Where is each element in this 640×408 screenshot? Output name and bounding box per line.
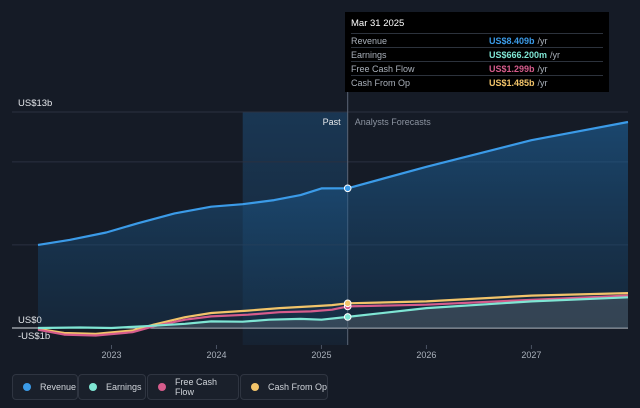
- x-tick-label: 2026: [416, 350, 436, 360]
- tooltip-label: Revenue: [351, 35, 388, 46]
- tooltip-row-free-cash-flow: Free Cash Flow US$1.299b /yr: [351, 61, 603, 75]
- legend-label: Free Cash Flow: [174, 377, 217, 397]
- chart-tooltip: Mar 31 2025 Revenue US$8.409b /yr Earnin…: [345, 12, 609, 92]
- x-tick-label: 2023: [101, 350, 121, 360]
- tooltip-row-cash-from-op: Cash From Op US$1.485b /yr: [351, 75, 603, 89]
- legend-dot-icon: [158, 383, 166, 391]
- legend-dot-icon: [89, 383, 97, 391]
- tooltip-value: US$8.409b: [489, 35, 535, 46]
- tooltip-value: US$1.299b: [489, 63, 535, 74]
- y-label-bottom: -US$1b: [18, 331, 50, 342]
- series-forecast-line-cash-from-op: [347, 292, 629, 305]
- tooltip-row-revenue: Revenue US$8.409b /yr: [351, 33, 603, 47]
- tooltip-label: Cash From Op: [351, 77, 411, 88]
- chart-legend: Revenue Earnings Free Cash Flow Cash Fro…: [0, 374, 640, 402]
- y-label-top: US$13b: [18, 98, 52, 109]
- x-tick-label: 2027: [521, 350, 541, 360]
- x-tick-label: 2024: [206, 350, 226, 360]
- y-label-zero: US$0: [18, 315, 42, 326]
- legend-item-cash-from-op[interactable]: Cash From Op: [240, 374, 328, 400]
- legend-dot-icon: [251, 383, 259, 391]
- tooltip-unit: /yr: [537, 63, 548, 74]
- chart-plot: US$13b US$0 -US$1b Past Analysts Forecasts 20…: [12, 92, 629, 360]
- series-line-free-cash-flow: [37, 305, 348, 337]
- tooltip-unit: /yr: [537, 77, 548, 88]
- series-forecast-line-revenue: [347, 120, 629, 190]
- legend-label: Revenue: [40, 382, 77, 392]
- legend-item-free-cash-flow[interactable]: Free Cash Flow: [147, 374, 239, 400]
- forecast-label: Analysts Forecasts: [355, 117, 432, 127]
- x-tick-label: 2025: [311, 350, 331, 360]
- legend-label: Earnings: [106, 382, 142, 392]
- tooltip-label: Free Cash Flow: [351, 63, 415, 74]
- legend-label: Cash From Op: [268, 382, 328, 392]
- series-marker-revenue: [343, 184, 352, 193]
- series-line-earnings: [37, 315, 348, 330]
- legend-item-revenue[interactable]: Revenue: [12, 374, 78, 400]
- tooltip-unit: /yr: [550, 49, 561, 60]
- series-line-revenue: [37, 187, 348, 246]
- tooltip-value: US$1.485b: [489, 77, 535, 88]
- area-revenue: [38, 122, 628, 328]
- series-forecast-line-free-cash-flow: [347, 294, 629, 308]
- series-marker-cash-from-op: [343, 299, 352, 308]
- series-forecast-line-earnings: [347, 296, 629, 318]
- tooltip-label: Earnings: [351, 49, 387, 60]
- past-label: Past: [323, 117, 342, 127]
- tooltip-row-earnings: Earnings US$666.200m /yr: [351, 47, 603, 61]
- legend-item-earnings[interactable]: Earnings: [78, 374, 146, 400]
- tooltip-value: US$666.200m: [489, 49, 548, 60]
- series-marker-earnings: [343, 313, 352, 321]
- series-line-cash-from-op: [37, 302, 348, 335]
- tooltip-date: Mar 31 2025: [351, 18, 405, 29]
- legend-dot-icon: [23, 383, 31, 391]
- tooltip-unit: /yr: [537, 35, 548, 46]
